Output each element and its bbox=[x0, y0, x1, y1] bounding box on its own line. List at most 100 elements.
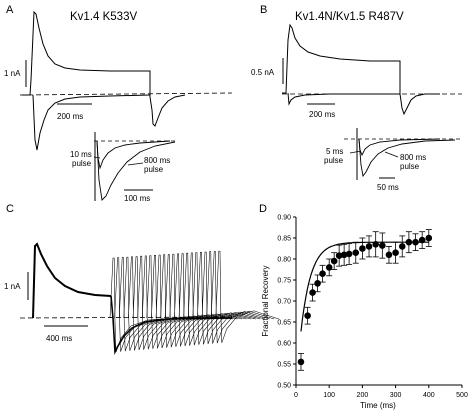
x-tick-label: 200 bbox=[357, 392, 369, 399]
panel-a-time-scale-label: 200 ms bbox=[57, 112, 83, 121]
data-point-marker bbox=[330, 257, 338, 265]
data-point bbox=[379, 232, 386, 259]
data-point-marker bbox=[297, 358, 305, 366]
panel-b-letter: B bbox=[260, 4, 267, 16]
chart-ticks: 0 100 200 300 400 500 0.50 0.55 0.60 0.65 0.70 0.75… bbox=[277, 215, 468, 400]
data-point bbox=[335, 244, 343, 267]
data-point-marker bbox=[412, 238, 419, 246]
panel-b-inset-short-label-line2: pulse bbox=[324, 156, 344, 165]
data-point-marker bbox=[325, 264, 333, 271]
panel-c-main-trace bbox=[32, 242, 112, 319]
data-point-marker bbox=[304, 312, 311, 320]
panel-a-inset-short-label-line1: 10 ms bbox=[70, 150, 92, 159]
panel-c: C 1 nA 400 ms bbox=[4, 203, 279, 356]
data-point-marker bbox=[398, 243, 406, 250]
data-point bbox=[398, 235, 406, 258]
panel-a-trace bbox=[22, 10, 186, 127]
data-point bbox=[325, 258, 333, 277]
data-point bbox=[352, 241, 360, 264]
x-tick-label: 100 bbox=[323, 392, 335, 399]
panel-a-inset-long-label-line1: 800 ms bbox=[144, 156, 170, 165]
panel-c-current-scale-label: 1 nA bbox=[4, 282, 21, 291]
data-point-marker bbox=[340, 251, 348, 259]
recovery-sweep bbox=[206, 251, 270, 344]
x-tick-label: 300 bbox=[390, 392, 402, 399]
data-point bbox=[359, 237, 366, 260]
recovery-sweep bbox=[192, 252, 256, 345]
panel-b-inset: 50 ms 5 ms pulse 800 ms pulse bbox=[324, 128, 460, 192]
y-tick-label: 0.50 bbox=[277, 383, 291, 390]
data-point-marker bbox=[418, 236, 426, 244]
y-tick-label: 0.55 bbox=[277, 362, 291, 369]
panel-a-inset-trace-800ms bbox=[96, 140, 176, 201]
data-point bbox=[412, 233, 419, 252]
panel-b-inset-long-arrow bbox=[384, 151, 399, 158]
panel-c-time-scale-label: 400 ms bbox=[46, 334, 72, 343]
data-point-marker bbox=[379, 242, 386, 249]
recovery-sweep bbox=[197, 252, 261, 345]
recovery-sweep bbox=[109, 257, 174, 353]
x-tick-label: 400 bbox=[423, 392, 435, 399]
chart-y-label: Fractional Recovery bbox=[261, 265, 270, 336]
data-point-marker bbox=[309, 289, 316, 296]
x-tick-label: 500 bbox=[456, 392, 468, 399]
x-tick-label: 0 bbox=[294, 392, 298, 399]
panel-a-inset: 100 ms 10 ms pulse 800 ms pulse bbox=[70, 132, 178, 203]
data-point bbox=[385, 245, 393, 264]
panel-b-trace bbox=[282, 23, 440, 116]
panel-b-current-scale-label: 0.5 nA bbox=[251, 68, 275, 77]
data-point-marker bbox=[359, 245, 366, 252]
panel-a-current-scale-label: 1 nA bbox=[4, 69, 21, 78]
recovery-sweep bbox=[201, 251, 266, 345]
panel-a: A Kv1.4 K533V 1 nA 200 ms 100 ms 10 ms p… bbox=[4, 4, 233, 203]
chart-points bbox=[297, 229, 433, 371]
y-tick-label: 0.85 bbox=[277, 236, 291, 243]
data-point bbox=[372, 231, 379, 258]
panel-a-letter: A bbox=[6, 4, 14, 16]
data-point-marker bbox=[314, 280, 321, 287]
data-point bbox=[392, 241, 399, 264]
y-tick-label: 0.65 bbox=[277, 320, 291, 327]
data-point-marker bbox=[425, 234, 433, 242]
data-point-marker bbox=[392, 249, 399, 256]
data-point-marker bbox=[365, 243, 373, 250]
panel-a-inward-trace bbox=[32, 94, 151, 151]
data-point-marker bbox=[385, 251, 393, 259]
recovery-sweep bbox=[187, 252, 252, 346]
y-tick-label: 0.90 bbox=[277, 215, 291, 222]
panel-b-inset-long-label-line2: pulse bbox=[400, 162, 420, 171]
data-point bbox=[340, 243, 348, 266]
panel-a-title: Kv1.4 K533V bbox=[70, 11, 137, 23]
panel-b-inward-trace bbox=[287, 92, 400, 106]
panel-b-inset-trace-800ms bbox=[358, 138, 456, 178]
data-point bbox=[418, 231, 426, 249]
panel-a-inset-trace-10ms bbox=[96, 140, 171, 170]
panel-d-letter: D bbox=[259, 203, 267, 215]
y-tick-label: 0.70 bbox=[277, 299, 291, 306]
panel-a-inset-long-label-line2: pulse bbox=[144, 165, 164, 174]
data-point-marker bbox=[335, 252, 343, 259]
data-point bbox=[345, 243, 353, 265]
data-point bbox=[330, 252, 338, 270]
panel-b-title: Kv1.4N/Kv1.5 R487V bbox=[295, 11, 404, 23]
data-point bbox=[365, 235, 373, 258]
data-point-marker bbox=[319, 270, 326, 278]
panel-a-inset-long-arrow bbox=[127, 162, 144, 166]
data-point bbox=[405, 231, 413, 254]
data-point bbox=[319, 264, 326, 283]
recovery-envelope-trace bbox=[110, 295, 233, 356]
panel-a-inset-time-scale-label: 100 ms bbox=[124, 194, 150, 203]
data-point bbox=[425, 229, 433, 247]
data-point-marker bbox=[405, 238, 413, 246]
data-point bbox=[297, 353, 305, 371]
panel-a-inset-short-arrow bbox=[93, 156, 101, 159]
y-tick-label: 0.80 bbox=[277, 257, 291, 264]
panel-d: D 0 100 200 300 400 500 0.50 0.55 0.60 0.65 0.70 0.… bbox=[259, 203, 468, 410]
chart-x-label: Time (ms) bbox=[360, 401, 396, 410]
data-point bbox=[304, 306, 311, 325]
panel-b-inset-long-label-line1: 800 ms bbox=[400, 153, 426, 162]
panel-b-inset-short-label-line1: 5 ms bbox=[326, 147, 343, 156]
panel-a-inset-short-label-line2: pulse bbox=[72, 159, 92, 168]
panel-b-inset-short-arrow bbox=[349, 150, 362, 154]
